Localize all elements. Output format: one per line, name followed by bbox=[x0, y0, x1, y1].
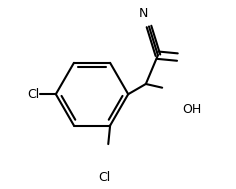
Text: N: N bbox=[139, 7, 148, 20]
Text: Cl: Cl bbox=[27, 88, 39, 101]
Text: Cl: Cl bbox=[98, 171, 110, 184]
Text: OH: OH bbox=[182, 103, 201, 116]
